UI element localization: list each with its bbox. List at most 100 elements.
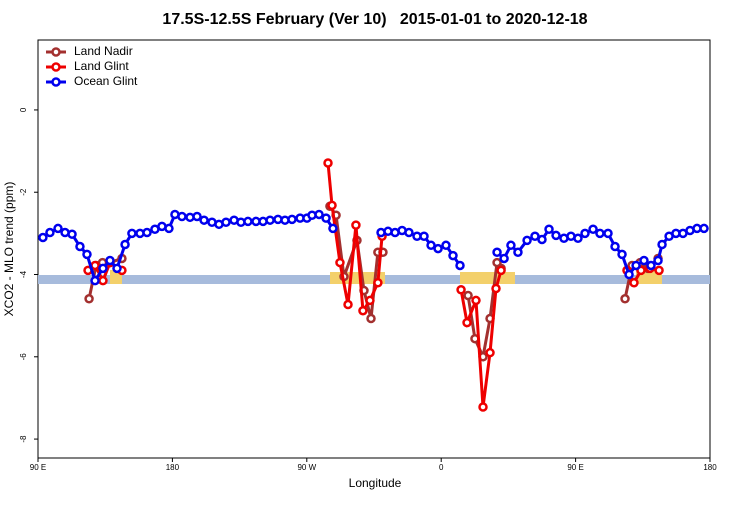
data-point	[351, 220, 361, 230]
data-point	[610, 241, 620, 252]
data-point	[90, 275, 100, 286]
data-point	[343, 299, 353, 310]
data-point	[654, 265, 664, 276]
data-point	[67, 229, 77, 239]
data-point	[105, 255, 115, 266]
data-point	[471, 295, 481, 306]
legend-marker	[51, 47, 61, 57]
data-point	[142, 227, 152, 238]
data-point	[551, 230, 561, 241]
data-point	[496, 265, 506, 276]
data-point	[653, 255, 663, 266]
data-point	[530, 231, 540, 241]
data-point	[199, 215, 209, 225]
y-tick-label: -4	[19, 270, 28, 278]
data-point	[177, 211, 187, 222]
data-point	[328, 223, 338, 234]
data-point	[506, 240, 516, 251]
data-point	[112, 263, 122, 274]
x-tick-label: 0	[439, 463, 444, 472]
data-point	[433, 243, 443, 254]
data-point	[603, 228, 613, 239]
data-point	[639, 255, 649, 266]
data-point	[620, 294, 630, 304]
x-tick-label: 90 E	[567, 463, 583, 472]
data-point	[75, 241, 85, 252]
data-point	[120, 239, 130, 250]
data-point	[499, 253, 509, 264]
legend-label: Land Nadir	[74, 44, 133, 58]
data-point	[513, 247, 523, 258]
data-point	[629, 277, 639, 288]
data-point	[522, 235, 532, 246]
data-point	[53, 223, 63, 234]
data-point	[358, 305, 368, 316]
data-point	[38, 232, 48, 243]
data-point	[588, 224, 598, 235]
legend-marker	[51, 77, 61, 87]
data-point	[537, 234, 547, 245]
data-point	[426, 240, 436, 251]
data-point	[492, 247, 502, 258]
x-tick-label: 180	[703, 463, 717, 472]
data-point	[573, 233, 583, 244]
data-point	[463, 290, 473, 301]
data-point	[624, 269, 634, 280]
data-point	[580, 228, 590, 239]
x-tick-label: 90 W	[297, 463, 316, 472]
data-point	[595, 228, 605, 239]
chart-title: 17.5S-12.5S February (Ver 10) 2015-01-01…	[162, 11, 587, 28]
data-point	[98, 275, 108, 286]
data-point	[404, 227, 414, 238]
data-point	[314, 209, 324, 220]
legend-marker	[51, 62, 61, 72]
data-point	[478, 402, 488, 412]
data-point	[657, 239, 667, 250]
data-point	[617, 249, 627, 260]
data-point	[491, 283, 501, 294]
y-tick-label: -6	[19, 353, 28, 361]
x-tick-label: 180	[166, 463, 180, 472]
data-point	[544, 224, 554, 235]
data-point	[441, 240, 451, 251]
data-point	[366, 313, 376, 324]
series-line	[42, 212, 705, 285]
x-axis-label: Longitude	[349, 476, 402, 490]
data-point	[365, 295, 375, 306]
data-point	[287, 214, 297, 225]
data-point	[45, 227, 55, 238]
data-point	[419, 231, 429, 241]
y-tick-label: -8	[19, 435, 28, 443]
data-point	[335, 257, 345, 268]
data-point	[84, 294, 94, 304]
data-point	[448, 250, 458, 261]
x-tick-label: 90 E	[30, 463, 46, 472]
y-tick-label: -2	[19, 188, 28, 196]
data-point	[462, 317, 472, 328]
data-point	[323, 158, 333, 168]
data-point	[327, 200, 337, 211]
y-tick-label: 0	[19, 107, 28, 112]
data-point	[485, 347, 495, 358]
data-point	[164, 223, 174, 234]
data-point	[243, 216, 253, 227]
data-point	[373, 277, 383, 288]
data-point	[631, 260, 641, 271]
data-point	[192, 211, 202, 222]
plot-frame	[37, 39, 711, 459]
data-point	[127, 228, 137, 239]
data-point	[98, 263, 108, 274]
data-point	[456, 284, 466, 295]
legend-label: Land Glint	[74, 59, 129, 73]
data-point	[221, 217, 231, 228]
legend-label: Ocean Glint	[74, 74, 138, 88]
data-point	[699, 223, 709, 234]
data-point	[321, 213, 331, 223]
data-point	[455, 260, 465, 271]
data-point	[82, 249, 92, 260]
data-point	[265, 215, 275, 225]
data-point	[646, 260, 656, 271]
y-axis-label: XCO2 - MLO trend (ppm)	[2, 182, 16, 317]
